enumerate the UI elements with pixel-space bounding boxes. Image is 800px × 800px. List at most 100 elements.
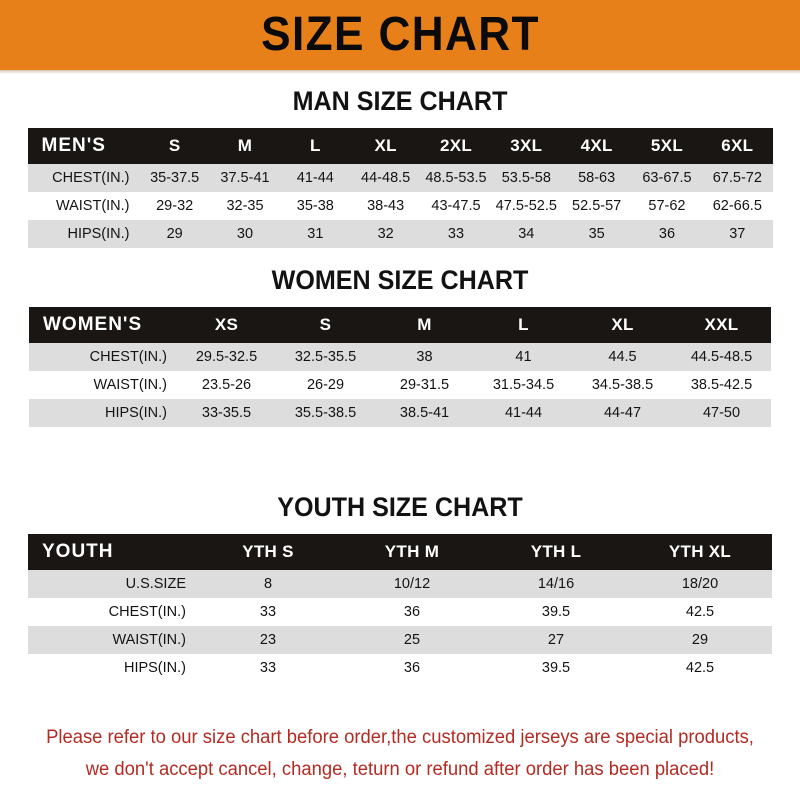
- row-label: CHEST(IN.): [27, 164, 140, 192]
- size-column-header: XL: [611, 315, 634, 334]
- section-title-women: WOMEN SIZE CHART: [271, 265, 529, 295]
- measurement-cell: 52.5-57: [561, 192, 632, 220]
- measurement-cell: 34.5-38.5: [573, 371, 672, 399]
- measurement-cell: 26-29: [276, 371, 375, 399]
- measurement-cell: 67.5-72: [702, 164, 773, 192]
- size-column-header: YTH XL: [668, 542, 732, 561]
- table-wrap-women: WOMEN'S XS S M L XL XXL CHEST(IN.) 29.5-32.5 32.5…: [0, 307, 800, 427]
- measurement-cell: 41-44: [280, 164, 351, 192]
- measurement-cell: 33: [420, 220, 492, 248]
- table-wrap-youth: YOUTH YTH S YTH M YTH L YTH XL U.S.SIZE 8 10/12…: [0, 534, 800, 682]
- section-men: MAN SIZE CHART MEN'S S M L XL 2XL 3XL 4XL 5XL 6XL…: [0, 86, 800, 248]
- measurement-cell: 37: [702, 220, 773, 248]
- row-label: U.S.SIZE: [28, 570, 196, 598]
- measurement-cell: 38.5-41: [375, 399, 474, 427]
- measurement-cell: 43-47.5: [420, 192, 492, 220]
- size-column-header: L: [518, 315, 529, 334]
- measurement-cell: 29: [139, 220, 210, 248]
- measurement-cell: 30: [209, 220, 281, 248]
- size-table-men: MEN'S S M L XL 2XL 3XL 4XL 5XL 6XL CHEST(IN.) 35-37…: [27, 128, 773, 248]
- measurement-cell: 23: [196, 626, 340, 654]
- measurement-cell: 44.5-48.5: [672, 343, 771, 371]
- measurement-cell: 23.5-26: [177, 371, 276, 399]
- measurement-cell: 41: [474, 343, 573, 371]
- table-row: WAIST(IN.) 23.5-26 26-29 29-31.5 31.5-34.5 34…: [29, 371, 771, 399]
- size-column-header: 2XL: [439, 136, 473, 155]
- measurement-cell: 25: [340, 626, 484, 654]
- measurement-cell: 35: [561, 220, 632, 248]
- measurement-cell: 44-47: [573, 399, 672, 427]
- row-label: HIPS(IN.): [29, 399, 177, 427]
- measurement-cell: 42.5: [628, 598, 772, 626]
- measurement-cell: 42.5: [628, 654, 772, 682]
- measurement-cell: 38-43: [350, 192, 421, 220]
- measurement-cell: 37.5-41: [209, 164, 281, 192]
- table-row: HIPS(IN.) 29 30 31 32 33 34 35 36 37: [27, 220, 773, 248]
- table-row: CHEST(IN.) 35-37.5 37.5-41 41-44 44-48.5 48.5…: [27, 164, 773, 192]
- measurement-cell: 39.5: [484, 598, 628, 626]
- table-row: WAIST(IN.) 23 25 27 29: [28, 626, 772, 654]
- measurement-cell: 29.5-32.5: [177, 343, 276, 371]
- measurement-cell: 32-35: [209, 192, 281, 220]
- table-header-row: WOMEN'S XS S M L XL XXL: [29, 307, 771, 343]
- row-label: CHEST(IN.): [28, 598, 196, 626]
- measurement-cell: 10/12: [340, 570, 484, 598]
- table-header-label-women: WOMEN'S: [43, 314, 143, 335]
- table-header-label-youth: YOUTH: [42, 541, 114, 562]
- size-column-header: XL: [374, 136, 397, 155]
- row-label: HIPS(IN.): [27, 220, 140, 248]
- measurement-cell: 32: [350, 220, 421, 248]
- measurement-cell: 58-63: [561, 164, 632, 192]
- measurement-cell: 63-67.5: [631, 164, 703, 192]
- row-label: HIPS(IN.): [28, 654, 196, 682]
- measurement-cell: 38: [375, 343, 474, 371]
- measurement-cell: 36: [340, 654, 484, 682]
- measurement-cell: 8: [196, 570, 340, 598]
- size-column-header: 4XL: [580, 136, 613, 155]
- row-label: CHEST(IN.): [29, 343, 177, 371]
- disclaimer-line-1: Please refer to our size chart before or…: [46, 727, 754, 748]
- measurement-cell: 36: [631, 220, 703, 248]
- table-row: U.S.SIZE 8 10/12 14/16 18/20: [28, 570, 772, 598]
- section-title-youth: YOUTH SIZE CHART: [277, 492, 523, 522]
- page-title: SIZE CHART: [260, 8, 540, 61]
- table-header-row: MEN'S S M L XL 2XL 3XL 4XL 5XL 6XL: [27, 128, 773, 164]
- section-women: WOMEN SIZE CHART WOMEN'S XS S M L XL XXL CHEST(…: [0, 265, 800, 427]
- size-column-header: 3XL: [510, 136, 543, 155]
- size-column-header: S: [168, 136, 181, 155]
- row-label: WAIST(IN.): [27, 192, 140, 220]
- measurement-cell: 53.5-58: [491, 164, 562, 192]
- size-column-header: YTH S: [242, 542, 294, 561]
- measurement-cell: 27: [484, 626, 628, 654]
- table-row: HIPS(IN.) 33-35.5 35.5-38.5 38.5-41 41-44 44-…: [29, 399, 771, 427]
- section-youth: YOUTH SIZE CHART YOUTH YTH S YTH M YTH L YTH…: [0, 492, 800, 682]
- size-column-header: XXL: [704, 315, 739, 334]
- table-row: WAIST(IN.) 29-32 32-35 35-38 38-43 43-47.5 47.…: [27, 192, 773, 220]
- measurement-cell: 47.5-52.5: [491, 192, 562, 220]
- measurement-cell: 33-35.5: [177, 399, 276, 427]
- measurement-cell: 29-31.5: [375, 371, 474, 399]
- size-column-header: 6XL: [721, 136, 754, 155]
- size-column-header: XS: [214, 315, 239, 334]
- measurement-cell: 41-44: [474, 399, 573, 427]
- measurement-cell: 33: [196, 654, 340, 682]
- measurement-cell: 38.5-42.5: [672, 371, 771, 399]
- measurement-cell: 62-66.5: [702, 192, 773, 220]
- size-column-header: YTH M: [384, 542, 440, 561]
- table-header-label-men: MEN'S: [41, 135, 106, 156]
- table-row: CHEST(IN.) 33 36 39.5 42.5: [28, 598, 772, 626]
- measurement-cell: 39.5: [484, 654, 628, 682]
- measurement-cell: 48.5-53.5: [420, 164, 492, 192]
- header-shadow-divider: [0, 70, 800, 74]
- size-column-header: YTH L: [530, 542, 582, 561]
- measurement-cell: 31: [280, 220, 351, 248]
- measurement-cell: 35-37.5: [139, 164, 210, 192]
- measurement-cell: 44-48.5: [350, 164, 421, 192]
- measurement-cell: 18/20: [628, 570, 772, 598]
- measurement-cell: 57-62: [631, 192, 703, 220]
- measurement-cell: 34: [491, 220, 562, 248]
- measurement-cell: 35.5-38.5: [276, 399, 375, 427]
- measurement-cell: 14/16: [484, 570, 628, 598]
- size-table-women: WOMEN'S XS S M L XL XXL CHEST(IN.) 29.5-32.5 32.5…: [29, 307, 771, 427]
- size-column-header: M: [417, 315, 432, 334]
